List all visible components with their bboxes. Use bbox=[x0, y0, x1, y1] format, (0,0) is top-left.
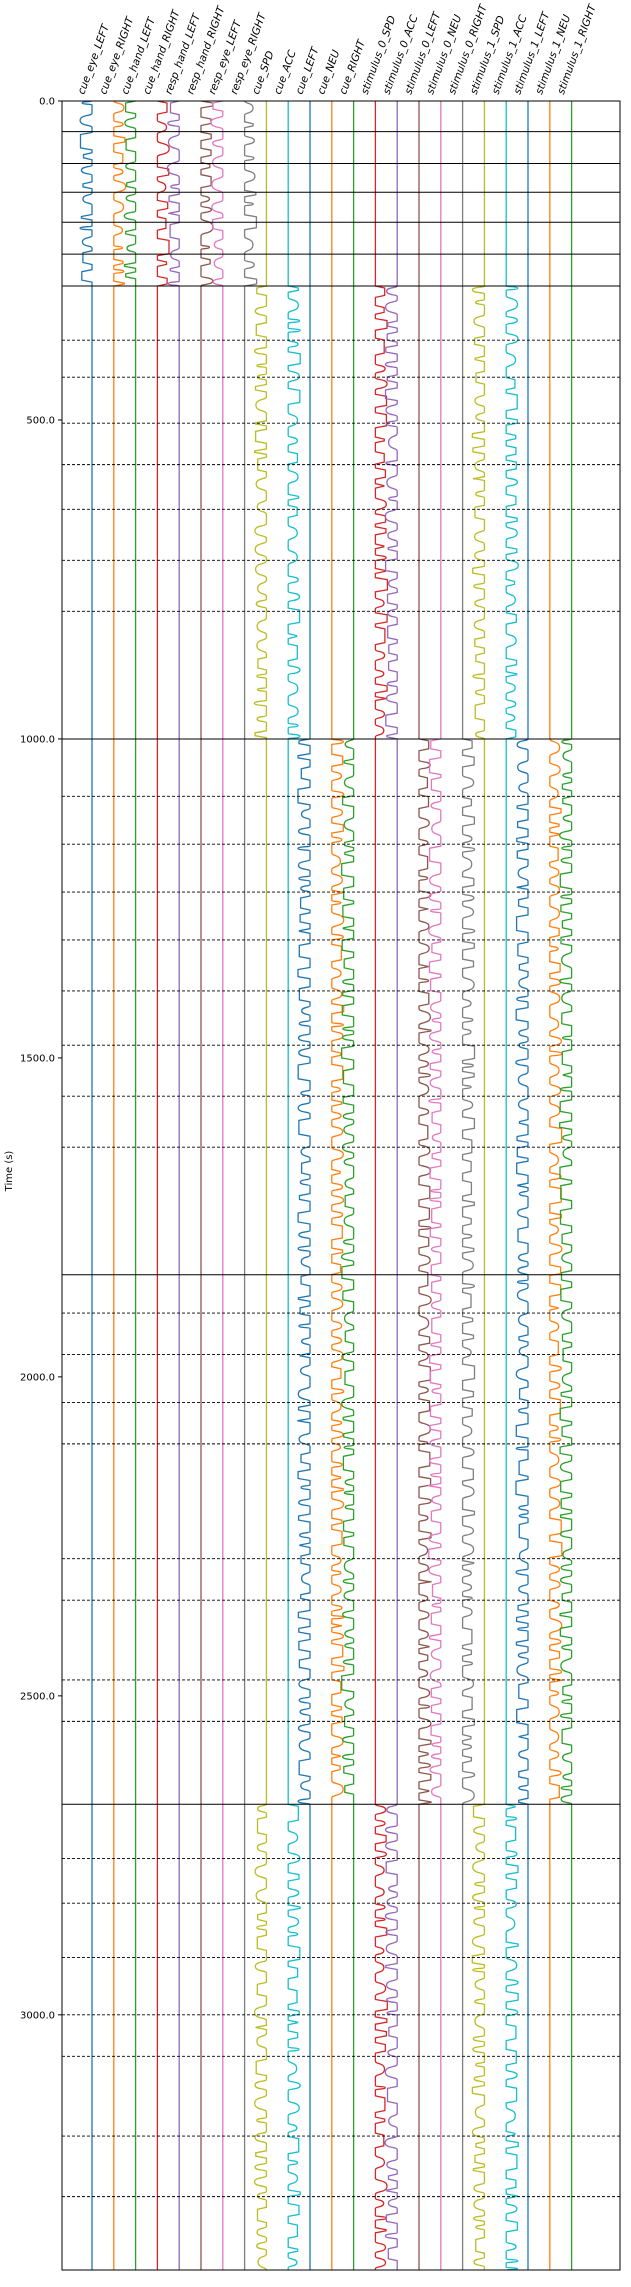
series-line-cue_hand_LEFT bbox=[123, 100, 137, 2270]
series-line-cue_SPD bbox=[253, 101, 268, 2271]
series-line-stimulus_0_RIGHT bbox=[461, 101, 476, 2270]
y-axis: 0.0 500.0 1000.0 1500.0 2000.0 2500.0 3000.0 bbox=[20, 97, 62, 2021]
series-line-stimulus_1_LEFT bbox=[515, 101, 529, 2270]
series-line-stimulus_0_LEFT bbox=[418, 101, 432, 2270]
series-line-resp_eye_LEFT bbox=[210, 100, 224, 2270]
series-line-cue_ACC bbox=[287, 101, 301, 2270]
series-line-resp_eye_RIGHT bbox=[243, 100, 258, 2270]
series-line-stimulus_0_ACC bbox=[384, 101, 398, 2270]
series-line-stimulus_1_ACC bbox=[505, 101, 519, 2271]
y-tick-label: 1500.0 bbox=[20, 1053, 55, 1064]
series-line-stimulus_0_NEU bbox=[428, 101, 442, 2270]
axes-frame bbox=[61, 100, 621, 2271]
series-line-cue_eye_RIGHT bbox=[113, 100, 127, 2270]
series-line-cue_eye_LEFT bbox=[79, 100, 93, 2270]
y-tick-label: 2000.0 bbox=[20, 1372, 55, 1383]
y-tick-label: 0.0 bbox=[39, 97, 55, 108]
series-line-stimulus_0_SPD bbox=[374, 101, 389, 2270]
series-line-cue_hand_RIGHT bbox=[156, 100, 170, 2270]
series-line-stimulus_1_RIGHT bbox=[559, 101, 573, 2270]
series-line-stimulus_1_NEU bbox=[549, 101, 563, 2270]
plot-area bbox=[79, 100, 573, 2271]
series-line-cue_RIGHT bbox=[340, 101, 355, 2270]
series-line-cue_NEU bbox=[331, 101, 345, 2270]
series-line-resp_hand_LEFT bbox=[166, 100, 180, 2270]
y-tick-label: 500.0 bbox=[26, 415, 55, 426]
boundary-lines bbox=[62, 131, 620, 2198]
y-axis-label: Time (s) bbox=[4, 1151, 15, 1193]
column-labels: cue_eye_LEFTcue_eye_RIGHTcue_hand_LEFTcu… bbox=[76, 2, 600, 96]
y-tick-label: 1000.0 bbox=[20, 734, 55, 745]
series-line-stimulus_1_SPD bbox=[471, 101, 486, 2270]
series-line-cue_LEFT bbox=[297, 101, 311, 2270]
y-tick-label: 2500.0 bbox=[20, 1691, 55, 1702]
y-tick-label: 3000.0 bbox=[20, 2010, 55, 2021]
plot-frame bbox=[61, 100, 621, 2271]
series-line-resp_hand_RIGHT bbox=[200, 100, 214, 2270]
